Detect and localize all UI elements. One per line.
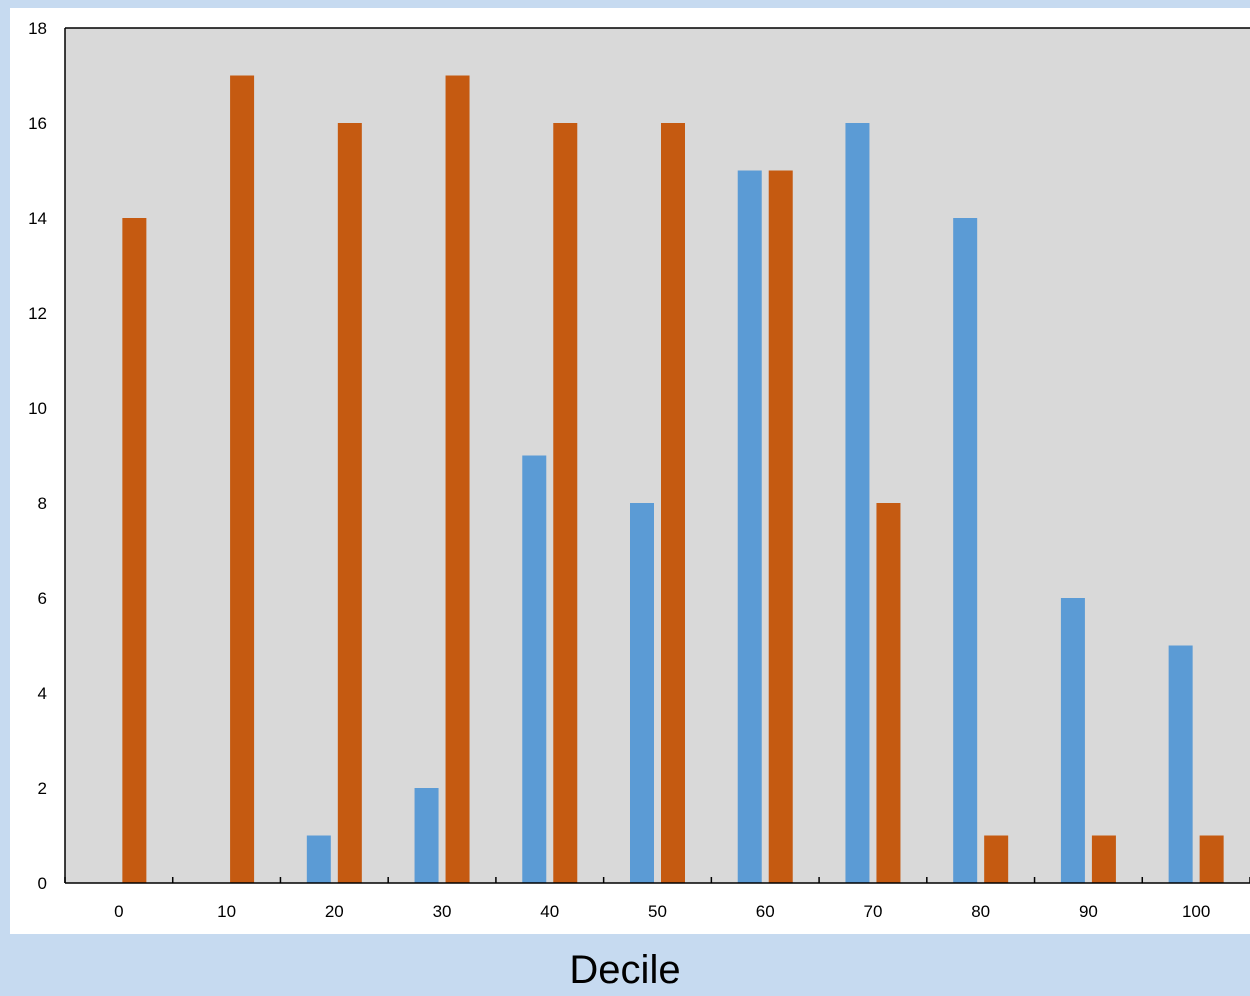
- x-tick-label: 90: [1079, 902, 1098, 921]
- x-tick-label: 40: [540, 902, 559, 921]
- x-tick-label: 30: [433, 902, 452, 921]
- y-tick-label: 6: [38, 589, 47, 608]
- y-tick-label: 2: [38, 779, 47, 798]
- plot-area: [65, 28, 1250, 883]
- chart-frame: 0 2 4 6 8 10 12 14 16 18 0 10 20 30 40 50 60 70 80 90 100: [10, 8, 1250, 934]
- bar: [661, 123, 685, 883]
- x-tick-label: 100: [1182, 902, 1210, 921]
- bar: [630, 503, 654, 883]
- bar: [230, 75, 255, 883]
- x-tick-label: 60: [756, 902, 775, 921]
- bar: [737, 170, 762, 883]
- bar: [1199, 835, 1224, 883]
- y-tick-label: 12: [28, 304, 47, 323]
- bar: [414, 788, 439, 883]
- y-tick-label: 18: [28, 19, 47, 38]
- y-tick-label: 16: [28, 114, 47, 133]
- bar: [984, 835, 1009, 883]
- y-tick-label: 14: [28, 209, 47, 228]
- bar: [1168, 645, 1193, 883]
- bar: [337, 123, 362, 883]
- x-axis-label: Decile: [569, 948, 681, 992]
- bar: [445, 75, 470, 883]
- bar: [876, 503, 901, 883]
- x-tick-label: 10: [217, 902, 236, 921]
- x-tick-label: 70: [863, 902, 882, 921]
- bar: [522, 455, 547, 883]
- bar: [306, 835, 331, 883]
- bar: [1091, 835, 1116, 883]
- bar: [122, 218, 147, 883]
- bar: [1060, 598, 1085, 883]
- y-tick-label: 0: [38, 874, 47, 893]
- bar-chart: 0 2 4 6 8 10 12 14 16 18 0 10 20 30 40 50 60 70 80 90 100: [28, 19, 1250, 921]
- y-tick-label: 10: [28, 399, 47, 418]
- bar: [953, 218, 978, 883]
- bar: [768, 170, 793, 883]
- bar: [845, 123, 870, 883]
- x-tick-label: 50: [648, 902, 667, 921]
- bar: [553, 123, 578, 883]
- x-tick-label: 20: [325, 902, 344, 921]
- y-tick-label: 8: [38, 494, 47, 513]
- x-tick-label: 80: [971, 902, 990, 921]
- x-tick-label: 0: [114, 902, 123, 921]
- y-tick-label: 4: [38, 684, 47, 703]
